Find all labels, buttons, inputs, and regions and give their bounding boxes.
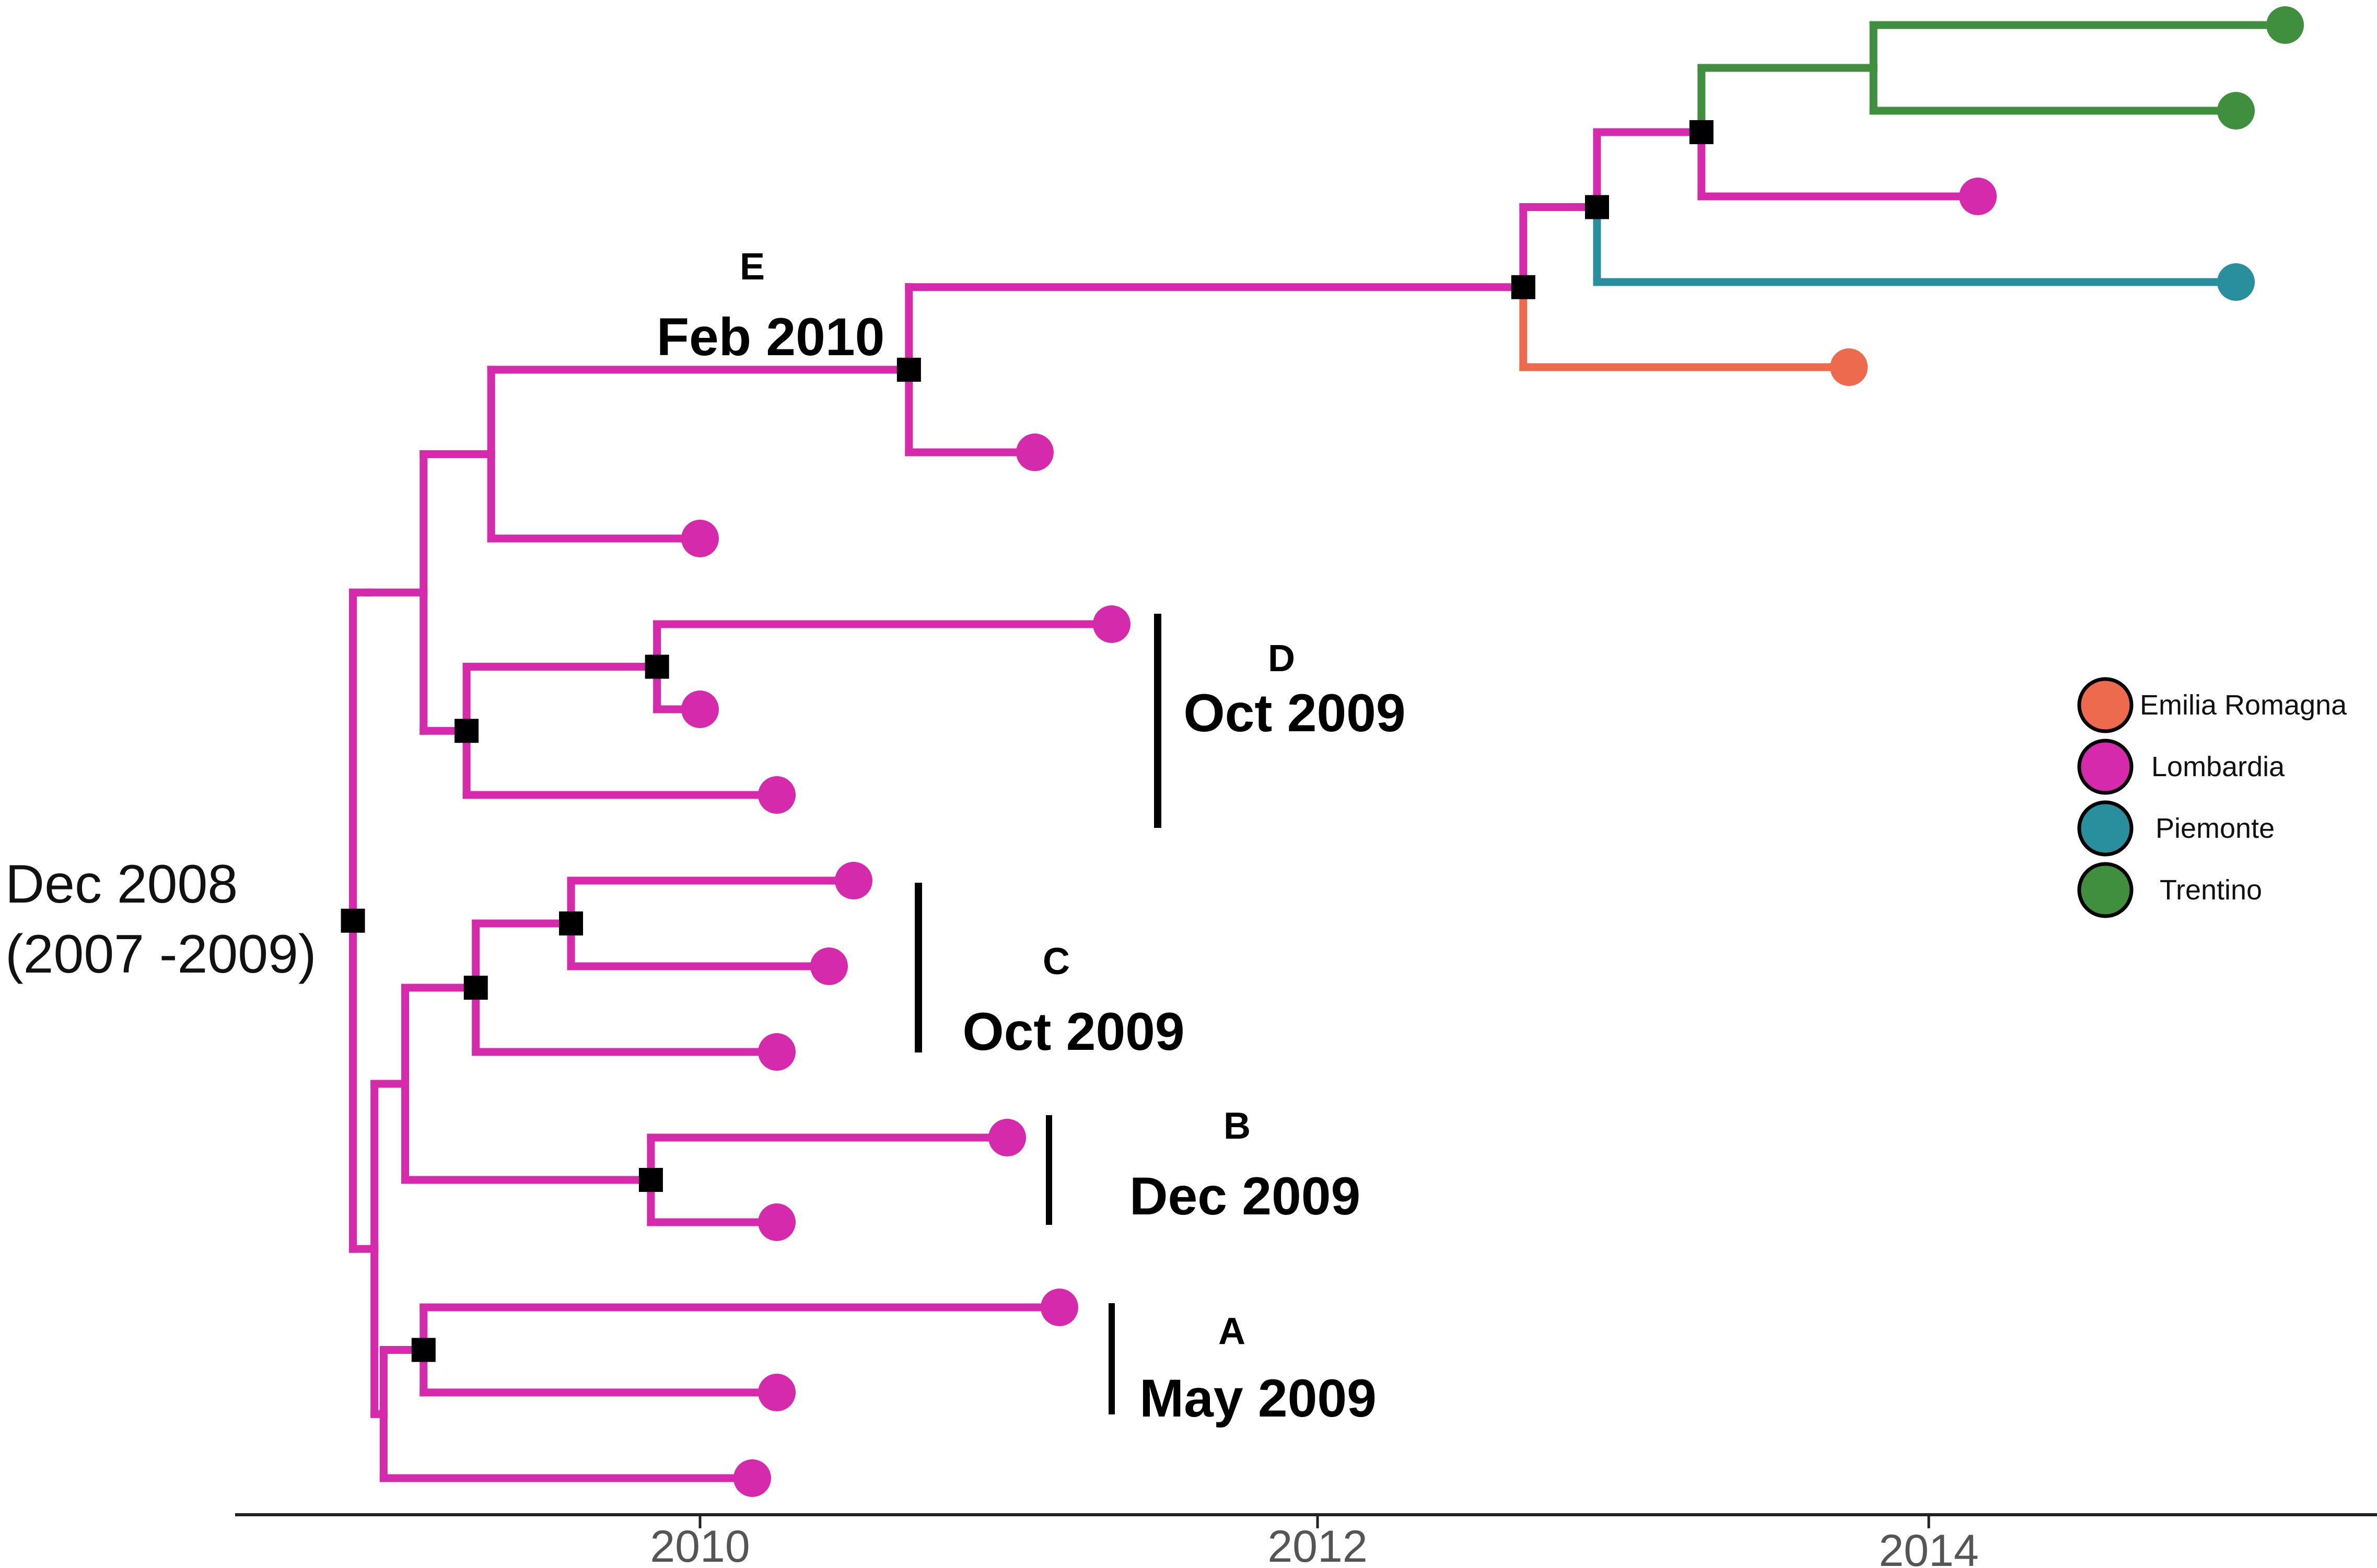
internal-node-marker — [1689, 120, 1714, 144]
tip-point — [988, 1119, 1026, 1156]
internal-node-marker — [896, 357, 921, 382]
tip-point — [810, 947, 848, 985]
tip-point — [2217, 263, 2255, 301]
internal-node-marker — [645, 654, 669, 679]
legend-label: Lombardia — [2151, 751, 2285, 782]
tip-point — [1040, 1289, 1078, 1326]
legend-label: Trentino — [2160, 874, 2262, 906]
legend-item-lombardia: Lombardia — [2077, 739, 2285, 795]
tip-point — [1016, 434, 1054, 471]
legend: Emilia Romagna Lombardia Piemonte Trenti… — [2077, 677, 2347, 918]
clade-annotations: E Feb 2010 D Oct 2009 C Oct 2009 B Dec 2… — [657, 246, 1406, 1428]
clade-e-date: Feb 2010 — [657, 307, 885, 367]
legend-swatch-trentino — [2077, 862, 2134, 918]
tip-point — [1959, 178, 1997, 215]
legend-swatch-emilia-romagna — [2077, 677, 2134, 733]
tip-point — [1830, 348, 1868, 386]
tip-point — [758, 776, 796, 814]
time-axis: 2010 2012 2014 — [235, 1513, 2377, 1568]
clade-a-letter: A — [1218, 1310, 1245, 1352]
legend-item-emilia-romagna: Emilia Romagna — [2077, 677, 2347, 733]
clade-d-date: Oct 2009 — [1183, 683, 1405, 743]
internal-node-marker — [463, 976, 488, 1000]
clade-e-letter: E — [740, 246, 765, 288]
x-tick-label: 2012 — [1267, 1522, 1367, 1568]
root-interval-label: (2007 -2009) — [5, 924, 317, 985]
internal-node-marker — [1584, 195, 1609, 219]
tip-point — [758, 1203, 796, 1241]
tip-point — [835, 862, 872, 899]
tip-point — [2217, 92, 2255, 130]
legend-item-piemonte: Piemonte — [2077, 800, 2275, 857]
clade-b-date: Dec 2009 — [1129, 1166, 1360, 1226]
legend-item-trentino: Trentino — [2077, 862, 2262, 918]
legend-swatch-lombardia — [2077, 739, 2134, 795]
internal-node-marker — [341, 908, 365, 933]
clade-d-letter: D — [1268, 638, 1295, 680]
tip-point — [681, 691, 719, 728]
tip-point — [758, 1374, 796, 1411]
clade-b-letter: B — [1224, 1105, 1251, 1147]
tip-point — [733, 1459, 771, 1497]
root-label: Dec 2008 (2007 -2009) — [5, 854, 317, 985]
internal-node-marker — [1511, 275, 1535, 299]
tip-point — [1092, 605, 1131, 643]
tip-point — [681, 520, 719, 557]
internal-node-marker — [559, 911, 584, 935]
internal-node-marker — [411, 1338, 436, 1362]
internal-node-marker — [455, 719, 479, 743]
legend-swatch-piemonte — [2077, 800, 2134, 857]
tree-branches — [349, 21, 2289, 1482]
x-tick-label: 2014 — [1879, 1526, 1978, 1568]
tip-point — [758, 1033, 796, 1071]
internal-node-markers — [341, 120, 1714, 1362]
root-date-label: Dec 2008 — [5, 854, 238, 915]
x-tick-label: 2010 — [650, 1522, 750, 1568]
clade-c-date: Oct 2009 — [962, 1002, 1184, 1061]
clade-a-date: May 2009 — [1139, 1368, 1377, 1428]
tip-points — [681, 6, 2304, 1497]
tip-point — [2266, 6, 2304, 44]
legend-label: Emilia Romagna — [2140, 689, 2347, 721]
internal-node-marker — [638, 1168, 663, 1192]
clade-c-letter: C — [1043, 941, 1070, 982]
legend-label: Piemonte — [2155, 813, 2275, 844]
